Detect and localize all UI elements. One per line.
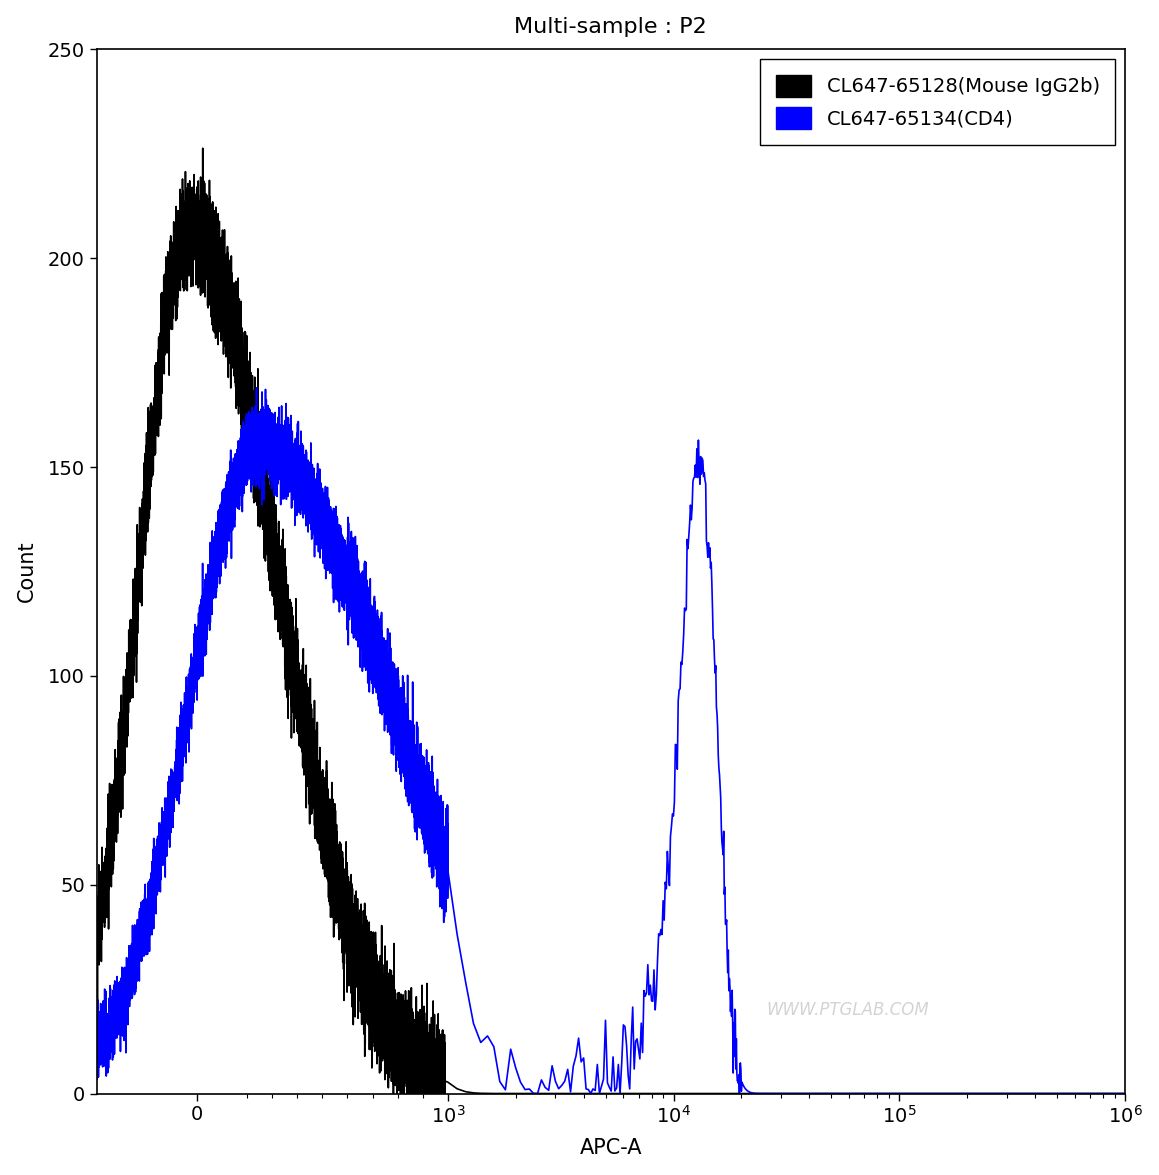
CL647-65134(CD4) xyxy=(994,1087,1008,1101)
CL647-65128(Mouse IgG2b) xyxy=(1118,1087,1132,1101)
CL647-65128(Mouse IgG2b) xyxy=(386,1087,400,1101)
CL647-65128(Mouse IgG2b) xyxy=(284,672,298,686)
Text: WWW.PTGLAB.COM: WWW.PTGLAB.COM xyxy=(766,1001,928,1019)
CL647-65134(CD4) xyxy=(249,381,263,395)
CL647-65134(CD4) xyxy=(65,1087,79,1101)
CL647-65134(CD4) xyxy=(424,825,438,839)
CL647-65128(Mouse IgG2b) xyxy=(1105,1087,1118,1101)
Legend: CL647-65128(Mouse IgG2b), CL647-65134(CD4): CL647-65128(Mouse IgG2b), CL647-65134(CD… xyxy=(760,59,1115,145)
CL647-65128(Mouse IgG2b) xyxy=(1036,1087,1050,1101)
CL647-65134(CD4) xyxy=(1118,1087,1132,1101)
CL647-65134(CD4) xyxy=(1036,1087,1050,1101)
CL647-65128(Mouse IgG2b) xyxy=(994,1087,1008,1101)
CL647-65134(CD4) xyxy=(965,1087,979,1101)
CL647-65134(CD4) xyxy=(1105,1087,1118,1101)
Y-axis label: Count: Count xyxy=(16,540,37,603)
CL647-65134(CD4) xyxy=(65,1069,79,1083)
Title: Multi-sample : P2: Multi-sample : P2 xyxy=(515,16,707,36)
X-axis label: APC-A: APC-A xyxy=(580,1139,642,1159)
Line: CL647-65128(Mouse IgG2b): CL647-65128(Mouse IgG2b) xyxy=(72,148,1125,1094)
CL647-65128(Mouse IgG2b) xyxy=(196,141,210,155)
CL647-65134(CD4) xyxy=(284,472,298,486)
CL647-65128(Mouse IgG2b) xyxy=(65,999,79,1013)
Line: CL647-65134(CD4): CL647-65134(CD4) xyxy=(72,388,1125,1094)
CL647-65128(Mouse IgG2b) xyxy=(965,1087,979,1101)
CL647-65128(Mouse IgG2b) xyxy=(424,1073,438,1087)
